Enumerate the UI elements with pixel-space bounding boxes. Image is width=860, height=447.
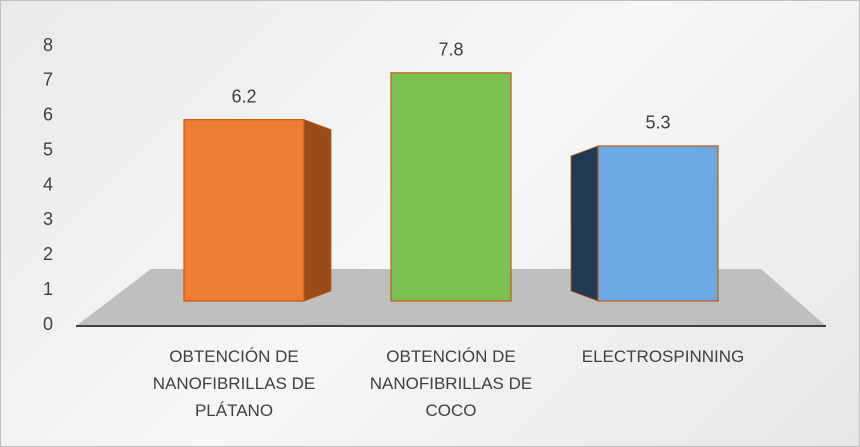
x-tick-label: OBTENCIÓN DE NANOFIBRILLAS DE PLÁTANO (152, 347, 316, 420)
x-tick-label: OBTENCIÓN DE NANOFIBRILLAS DE COCO (369, 347, 533, 420)
y-tick-label: 1 (43, 279, 53, 299)
y-tick-label: 0 (43, 314, 53, 334)
bar (390, 72, 512, 302)
bar-side (303, 119, 332, 302)
y-tick-label: 5 (43, 139, 53, 159)
bar (597, 145, 719, 302)
bar-side (570, 145, 599, 302)
y-tick-label: 8 (43, 35, 53, 55)
y-tick-label: 6 (43, 105, 53, 125)
y-tick-label: 7 (43, 70, 53, 90)
bar (183, 119, 305, 302)
data-label: 6.2 (231, 86, 256, 106)
x-tick-label: ELECTROSPINNING (581, 347, 745, 366)
data-label: 5.3 (645, 113, 670, 133)
y-tick-label: 2 (43, 244, 53, 264)
y-tick-label: 4 (43, 174, 53, 194)
data-label: 7.8 (438, 40, 463, 60)
y-tick-label: 3 (43, 209, 53, 229)
